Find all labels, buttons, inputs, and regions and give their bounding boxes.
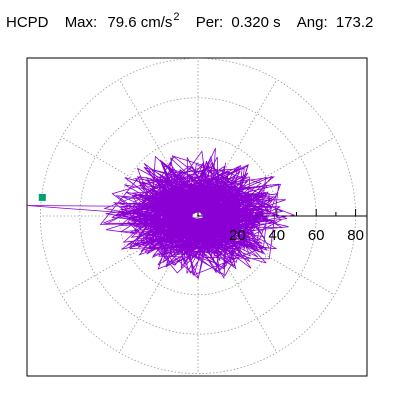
tick-label: 60 [308, 227, 325, 244]
acceleration-trace [26, 147, 296, 280]
max-exponent: 2 [173, 11, 180, 23]
angle-value: 173.2 [335, 14, 374, 31]
max-value: 79.6 cm/s [107, 14, 173, 31]
station-label: HCPD [6, 14, 49, 31]
radial-tick-labels: 20 40 60 80 [229, 227, 364, 244]
period-value: 0.320 s [231, 14, 281, 31]
header-readout: HCPD Max: 79.6 cm/s2 Per: 0.320 s Ang: 1… [6, 11, 374, 31]
period-label: Per: [195, 14, 224, 31]
angle-label: Ang: [296, 14, 328, 31]
tick-label: 20 [229, 227, 246, 244]
peak-marker [38, 193, 46, 201]
max-label: Max: [64, 14, 98, 31]
tick-label: 40 [268, 227, 285, 244]
tick-label: 80 [347, 227, 364, 244]
